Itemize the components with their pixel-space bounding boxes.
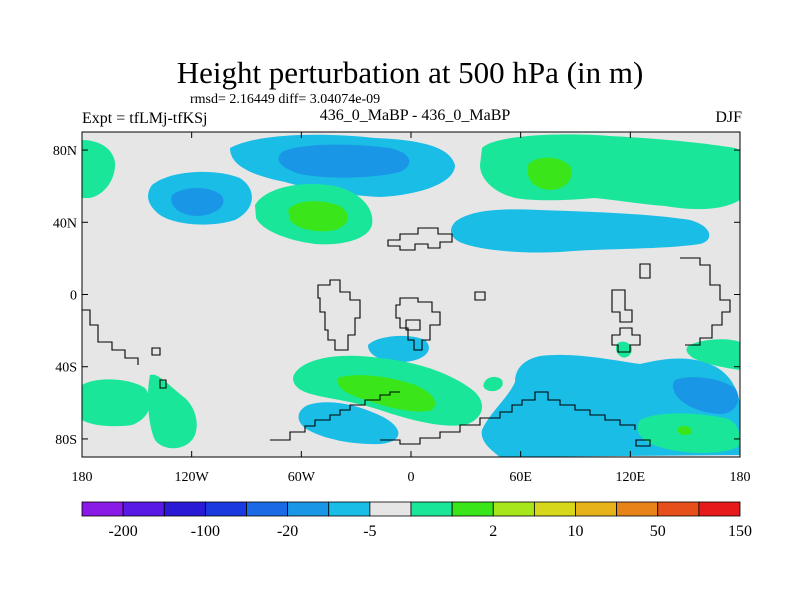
colorbar-swatch [533,501,576,517]
colorbar-swatch [287,501,330,517]
lon-tick-label: 60W [288,470,316,485]
colorbar-label: 2 [489,523,497,540]
coastlines [82,227,731,447]
colorbar-swatch [246,501,289,517]
lat-tick-label: 0 [70,289,77,304]
experiment-label: Expt = tfLMj-tfKSj [82,110,208,127]
lat-tick-label: 40N [53,216,77,231]
lon-tick-label: 180 [730,470,751,485]
colorbar-swatch [575,501,618,517]
colorbar-swatch [328,501,371,517]
colorbar-swatch [492,501,535,517]
colorbar [81,501,741,517]
lon-tick-label: 120E [616,470,646,485]
season-label: DJF [715,109,742,126]
colorbar-swatch [369,501,412,517]
lat-tick-label: 80S [55,433,77,448]
stats-text: rmsd= 2.16449 diff= 3.04074e-09 [190,92,381,107]
colorbar-label: -100 [191,523,220,540]
colorbar-swatch [410,501,453,517]
colorbar-swatch [698,501,741,517]
lon-tick-label: 0 [408,470,415,485]
center-label: 436_0_MaBP - 436_0_MaBP [319,107,511,124]
colorbar-label: -5 [363,523,376,540]
colorbar-label: 50 [650,523,666,540]
colorbar-swatch [163,501,206,517]
lon-axis: 180 120W 60W 0 60E 120E 180 [72,132,751,485]
contour-fields [82,134,740,457]
colorbar-swatch [122,501,165,517]
lat-axis: 80N 40N 0 40S 80S [53,144,740,448]
colorbar-label: -20 [277,523,298,540]
field-bright-green [288,157,692,435]
lon-tick-label: 60E [509,470,532,485]
colorbar-swatch [81,501,124,517]
colorbar-label: 10 [568,523,584,540]
colorbar-labels: -200 -100 -20 -5 2 10 50 150 [108,523,752,540]
colorbar-label: -200 [108,523,137,540]
colorbar-swatch [204,501,247,517]
colorbar-swatch [451,501,494,517]
lon-tick-label: 180 [72,470,93,485]
lat-tick-label: 40S [55,361,77,376]
colorbar-swatch [616,501,659,517]
lon-tick-label: 120W [175,470,210,485]
plot-title: Height perturbation at 500 hPa (in m) [176,55,644,90]
lat-tick-label: 80N [53,144,77,159]
colorbar-swatch [657,501,700,517]
colorbar-label: 150 [728,523,752,540]
